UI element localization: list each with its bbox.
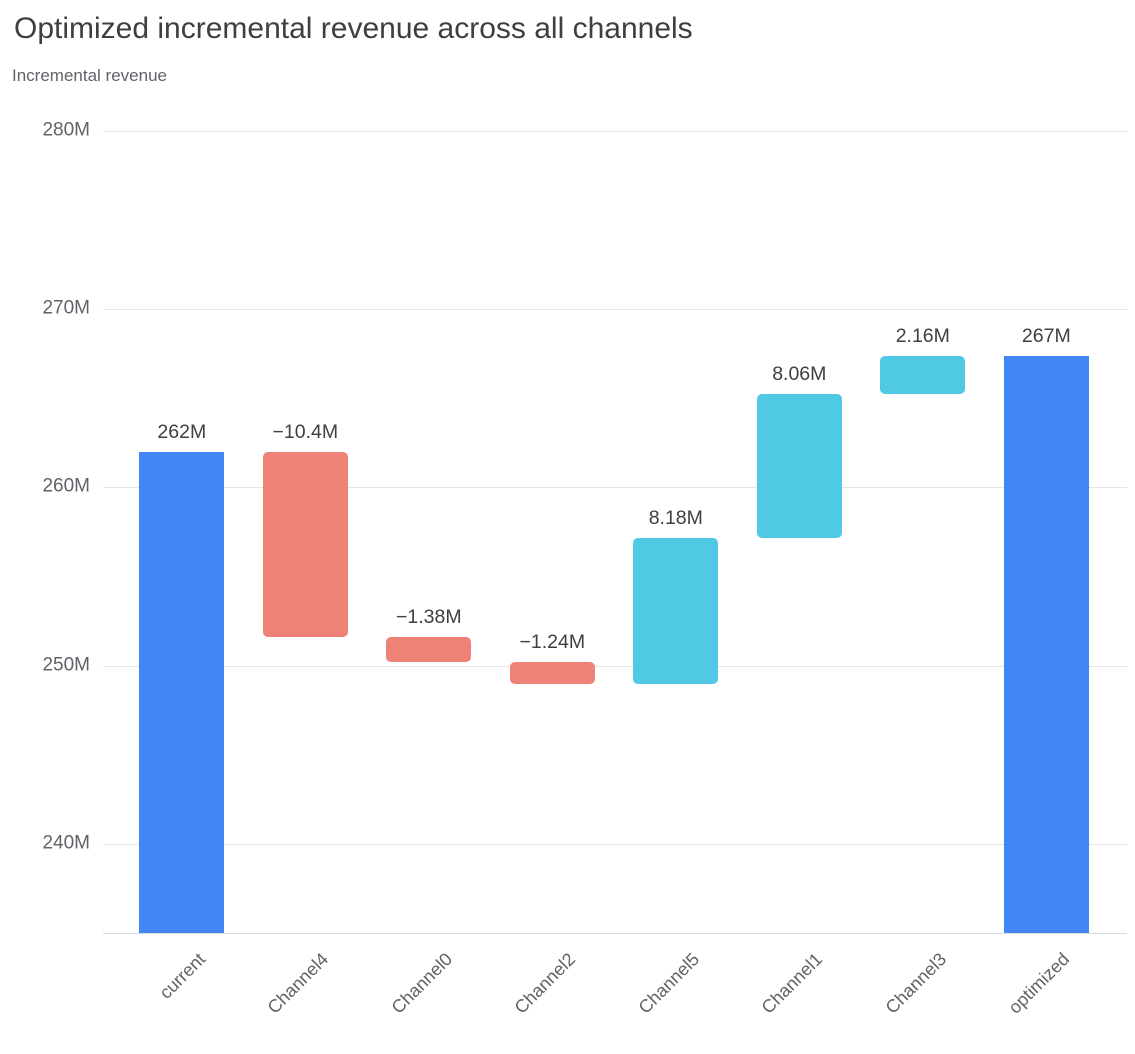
gridline-260M <box>103 487 1127 489</box>
x-tick-label-Channel2: Channel2 <box>510 949 580 1018</box>
bar-optimized[interactable] <box>1003 355 1089 933</box>
x-tick-label-Channel0: Channel0 <box>387 949 456 1018</box>
x-tick-label-Channel1: Channel1 <box>757 949 827 1018</box>
bar-value-label-Channel4: −10.4M <box>272 420 339 443</box>
bar-Channel5[interactable] <box>633 538 719 684</box>
gridline-240M <box>103 843 1127 845</box>
bar-value-label-Channel5: 8.18M <box>648 507 703 530</box>
chart-title: Optimized incremental revenue across all… <box>14 12 693 45</box>
bar-value-label-Channel0: −1.38M <box>396 606 462 629</box>
y-tick-label-280M: 280M <box>42 119 90 141</box>
y-tick-label-240M: 240M <box>42 832 90 854</box>
x-tick-label-Channel5: Channel5 <box>634 949 703 1018</box>
y-tick-label-250M: 250M <box>42 654 90 676</box>
x-tick-label-optimized: optimized <box>1004 949 1074 1018</box>
bar-Channel2[interactable] <box>509 661 595 684</box>
x-tick-label-Channel3: Channel3 <box>881 949 950 1018</box>
bar-Channel0[interactable] <box>386 637 472 662</box>
bar-Channel1[interactable] <box>756 394 842 538</box>
bar-value-label-current: 262M <box>157 420 207 443</box>
bar-value-label-Channel2: −1.24M <box>519 630 586 653</box>
gridline-270M <box>103 309 1127 311</box>
bar-Channel4[interactable] <box>262 451 348 638</box>
x-axis-line <box>103 933 1127 934</box>
x-tick-label-current: current <box>155 949 209 1003</box>
y-tick-label-270M: 270M <box>42 297 90 319</box>
gridline-280M <box>103 131 1127 132</box>
bar-value-label-Channel1: 8.06M <box>772 363 827 386</box>
gridline-250M <box>103 665 1127 667</box>
x-tick-label-Channel4: Channel4 <box>263 949 333 1018</box>
bar-Channel3[interactable] <box>880 355 966 395</box>
bar-value-label-optimized: 267M <box>1021 324 1071 347</box>
y-tick-label-260M: 260M <box>42 475 90 497</box>
bar-current[interactable] <box>139 451 225 933</box>
y-axis-title: Incremental revenue <box>12 66 167 85</box>
bar-value-label-Channel3: 2.16M <box>895 324 950 347</box>
